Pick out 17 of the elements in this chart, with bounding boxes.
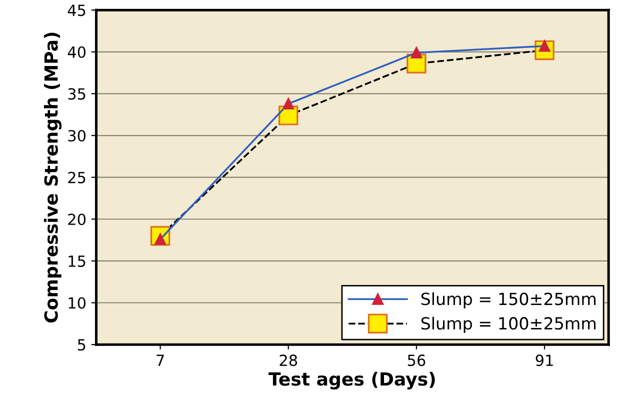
x-axis-title: Test ages (Days): [268, 372, 435, 390]
y-tick-label: 30: [68, 130, 86, 142]
x-tick-label: 91: [536, 354, 553, 366]
y-tick-label: 25: [68, 172, 86, 184]
y-tick-label: 35: [68, 88, 86, 100]
y-tick-label: 5: [78, 339, 86, 351]
legend-label: Slump = 150±25mm: [421, 292, 596, 308]
y-tick-label: 20: [68, 214, 86, 226]
x-tick-label: 7: [156, 354, 164, 366]
y-tick-label: 40: [68, 46, 86, 58]
y-tick-label: 10: [68, 297, 86, 309]
y-axis-title: Compressive Strength (MPa): [44, 32, 62, 323]
x-tick-label: 56: [408, 354, 426, 366]
legend-label: Slump = 100±25mm: [421, 316, 596, 333]
x-tick-label: 28: [280, 354, 298, 366]
y-tick-label: 45: [68, 4, 86, 16]
y-tick-label: 15: [68, 256, 86, 267]
